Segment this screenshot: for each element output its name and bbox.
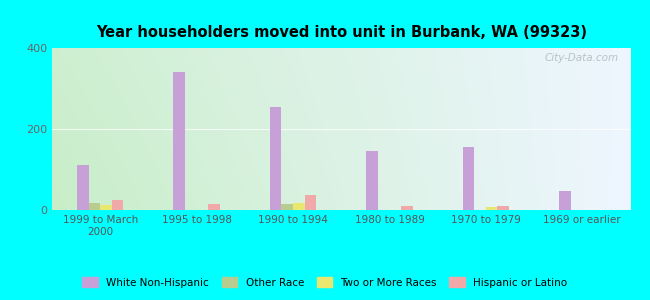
Bar — [486, 207, 497, 210]
Bar — [367, 151, 378, 210]
Bar — [497, 206, 509, 210]
Bar — [305, 195, 316, 210]
Bar — [100, 205, 112, 210]
Bar — [463, 147, 474, 210]
Bar — [401, 206, 413, 210]
Bar — [281, 204, 293, 210]
Bar — [174, 72, 185, 210]
Bar — [112, 200, 124, 210]
Bar — [208, 204, 220, 210]
Bar — [88, 203, 100, 210]
Title: Year householders moved into unit in Burbank, WA (99323): Year householders moved into unit in Bur… — [96, 25, 587, 40]
Bar — [77, 166, 88, 210]
Text: City-Data.com: City-Data.com — [545, 53, 619, 63]
Bar — [293, 203, 305, 210]
Legend: White Non-Hispanic, Other Race, Two or More Races, Hispanic or Latino: White Non-Hispanic, Other Race, Two or M… — [78, 273, 572, 292]
Bar — [270, 107, 281, 210]
Bar — [559, 190, 571, 210]
